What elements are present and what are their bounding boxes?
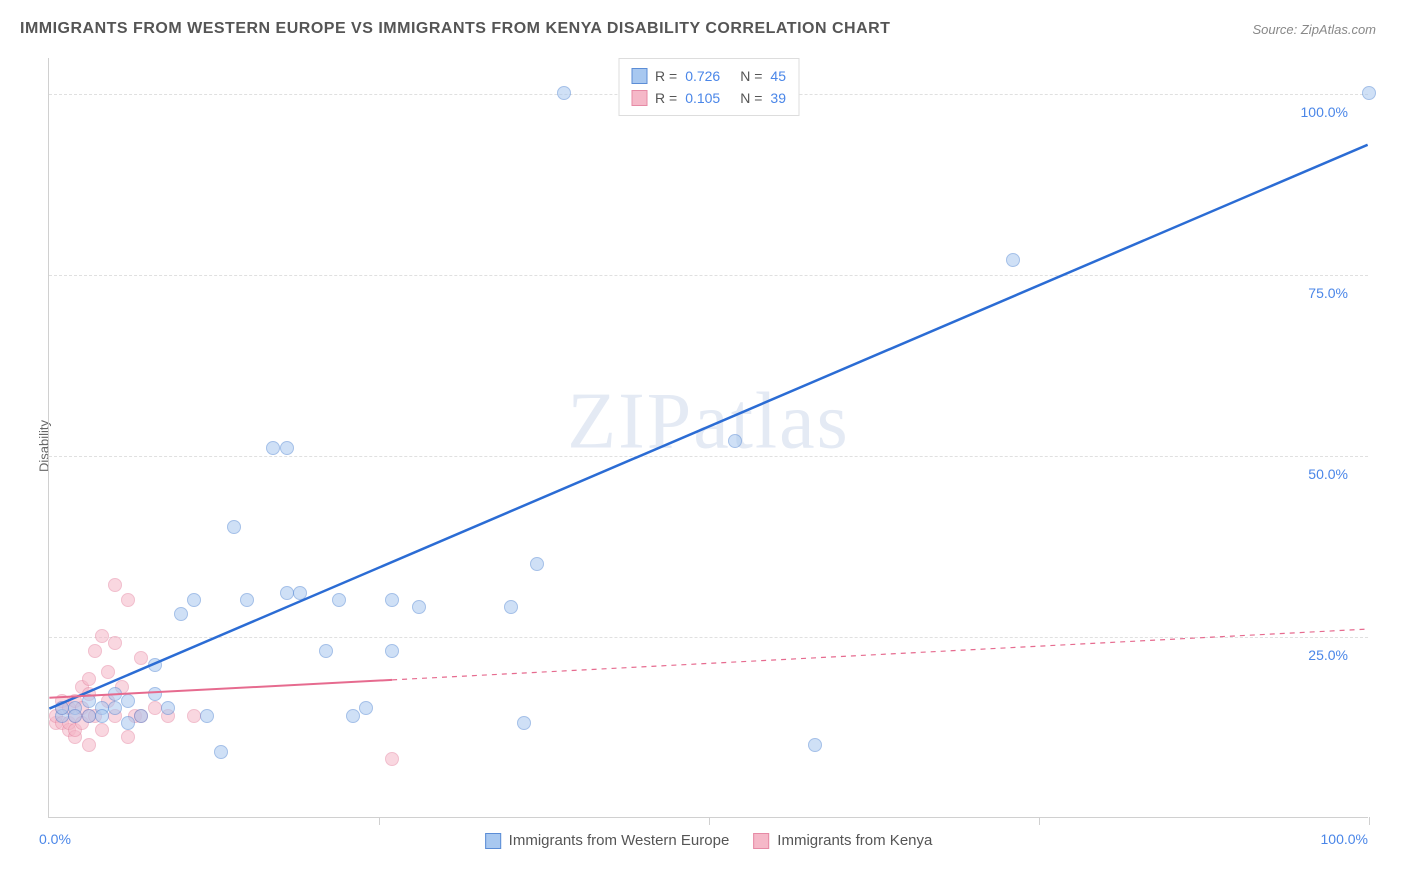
data-point [95, 709, 109, 723]
data-point [108, 578, 122, 592]
legend-r-value-2: 0.105 [685, 87, 720, 109]
data-point [148, 687, 162, 701]
data-point [95, 723, 109, 737]
data-point [412, 600, 426, 614]
y-tick-label: 75.0% [1308, 285, 1348, 301]
data-point [385, 644, 399, 658]
data-point [108, 687, 122, 701]
chart-container: IMMIGRANTS FROM WESTERN EUROPE VS IMMIGR… [0, 0, 1406, 892]
gridline [49, 275, 1368, 276]
data-point [293, 586, 307, 600]
source-attribution: Source: ZipAtlas.com [1252, 22, 1376, 37]
data-point [187, 593, 201, 607]
regression-lines [49, 58, 1368, 817]
data-point [108, 636, 122, 650]
legend-n-label: N = [740, 87, 762, 109]
legend-r-label: R = [655, 87, 677, 109]
legend-r-value-1: 0.726 [685, 65, 720, 87]
data-point [121, 694, 135, 708]
data-point [557, 86, 571, 100]
data-point [88, 644, 102, 658]
y-tick-label: 25.0% [1308, 647, 1348, 663]
legend-row-series1: R = 0.726 N = 45 [631, 65, 786, 87]
data-point [174, 607, 188, 621]
data-point [1006, 253, 1020, 267]
x-tick [1369, 817, 1370, 825]
legend-r-label: R = [655, 65, 677, 87]
data-point [68, 709, 82, 723]
legend-n-value-1: 45 [770, 65, 786, 87]
legend-row-series2: R = 0.105 N = 39 [631, 87, 786, 109]
data-point [108, 701, 122, 715]
data-point [332, 593, 346, 607]
legend-item-we: Immigrants from Western Europe [485, 832, 730, 849]
chart-title: IMMIGRANTS FROM WESTERN EUROPE VS IMMIGR… [20, 20, 890, 38]
legend-label-we: Immigrants from Western Europe [509, 832, 730, 849]
data-point [808, 738, 822, 752]
gridline [49, 456, 1368, 457]
data-point [187, 709, 201, 723]
data-point [134, 709, 148, 723]
data-point [504, 600, 518, 614]
y-tick-label: 100.0% [1301, 104, 1348, 120]
data-point [55, 701, 69, 715]
data-point [385, 593, 399, 607]
legend-series: Immigrants from Western Europe Immigrant… [485, 832, 933, 849]
data-point [530, 557, 544, 571]
data-point [280, 441, 294, 455]
gridline [49, 637, 1368, 638]
legend-n-label: N = [740, 65, 762, 87]
data-point [728, 434, 742, 448]
data-point [148, 658, 162, 672]
swatch-series2 [631, 90, 647, 106]
data-point [1362, 86, 1376, 100]
swatch-we-icon [485, 833, 501, 849]
y-tick-label: 50.0% [1308, 466, 1348, 482]
data-point [346, 709, 360, 723]
data-point [359, 701, 373, 715]
x-tick [379, 817, 380, 825]
legend-n-value-2: 39 [770, 87, 786, 109]
swatch-kenya-icon [753, 833, 769, 849]
data-point [121, 593, 135, 607]
data-point [200, 709, 214, 723]
data-point [82, 738, 96, 752]
data-point [101, 665, 115, 679]
legend-stats: R = 0.726 N = 45 R = 0.105 N = 39 [618, 58, 799, 116]
x-axis-max-label: 100.0% [1321, 831, 1368, 847]
data-point [319, 644, 333, 658]
x-axis-min-label: 0.0% [39, 831, 71, 847]
data-point [121, 716, 135, 730]
swatch-series1 [631, 68, 647, 84]
data-point [148, 701, 162, 715]
data-point [227, 520, 241, 534]
data-point [240, 593, 254, 607]
data-point [82, 709, 96, 723]
data-point [82, 694, 96, 708]
data-point [517, 716, 531, 730]
data-point [280, 586, 294, 600]
data-point [134, 651, 148, 665]
watermark-text: ZIPatlas [567, 377, 850, 468]
x-tick [1039, 817, 1040, 825]
data-point [266, 441, 280, 455]
data-point [385, 752, 399, 766]
data-point [214, 745, 228, 759]
plot-area: ZIPatlas R = 0.726 N = 45 R = 0.105 N = … [48, 58, 1368, 818]
legend-label-kenya: Immigrants from Kenya [777, 832, 932, 849]
data-point [121, 730, 135, 744]
x-tick [709, 817, 710, 825]
legend-item-kenya: Immigrants from Kenya [753, 832, 932, 849]
data-point [82, 672, 96, 686]
data-point [95, 629, 109, 643]
data-point [161, 701, 175, 715]
